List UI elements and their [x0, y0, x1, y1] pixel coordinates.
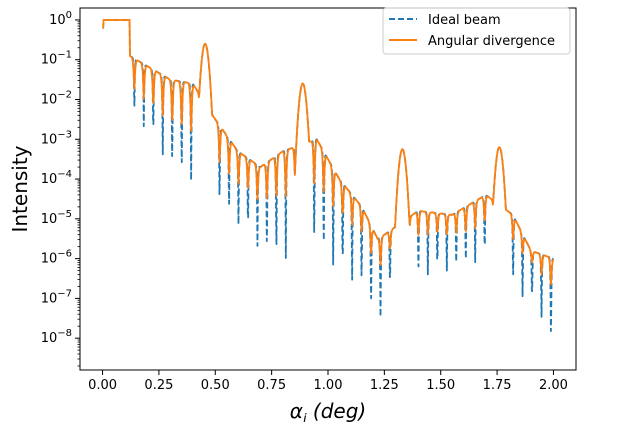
x-tick-label: 1.00 [314, 378, 343, 393]
y-tick-label: 10−8 [41, 328, 72, 346]
x-tick-label: 0.75 [257, 378, 286, 393]
y-axis: 100 10−1 10−2 10−3 10−4 10−5 10−6 10−7 10−8 [41, 10, 80, 367]
y-tick-label: 10−6 [41, 249, 72, 267]
x-tick-label: 1.25 [370, 378, 399, 393]
x-axis-title-base: α [290, 399, 303, 422]
y-tick-label: 10−7 [41, 288, 72, 306]
x-axis-title-subscript: i [303, 412, 307, 422]
x-tick-label: 0.50 [201, 378, 230, 393]
legend-label-angular-divergence: Angular divergence [428, 34, 555, 49]
legend-box [382, 7, 571, 55]
y-tick-label: 10−2 [41, 89, 72, 107]
series-layer [101, 19, 555, 332]
y-tick-label: 10−3 [41, 129, 72, 147]
x-tick-label: 0.00 [88, 378, 117, 393]
legend-label-ideal-beam: Ideal beam [428, 13, 501, 28]
y-tick-label: 10−1 [41, 50, 72, 68]
x-axis-title-rest: (deg) [307, 399, 367, 422]
x-tick-label: 0.25 [144, 378, 173, 393]
legend: Ideal beam Angular divergence [382, 7, 571, 55]
x-tick-label: 1.75 [483, 378, 512, 393]
y-tick-label: 10−5 [41, 209, 72, 227]
y-axis-title: Intensity [8, 145, 32, 232]
x-tick-label: 1.50 [426, 378, 455, 393]
x-tick-label: 2.00 [539, 378, 568, 393]
series-line-angular-divergence [101, 19, 555, 286]
y-tick-label: 10−4 [41, 169, 72, 187]
y-tick-label: 100 [49, 10, 72, 28]
x-axis-title: αi (deg) [290, 399, 366, 422]
x-axis: 0.00 0.25 0.50 0.75 1.00 1.25 1.50 1.75 2.00 [88, 370, 568, 393]
